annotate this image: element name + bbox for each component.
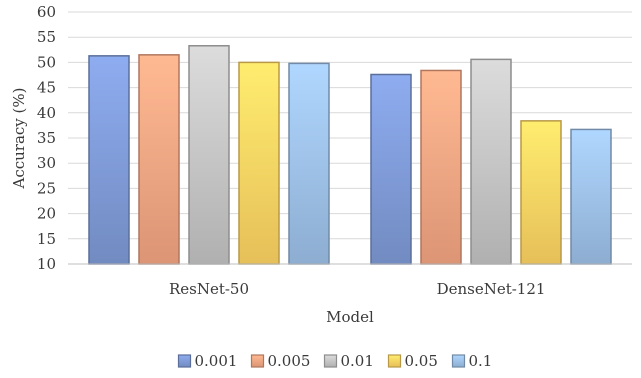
y-tick-label: 40 — [37, 104, 56, 122]
bar-densenet-121-0_001 — [370, 73, 412, 265]
bar-densenet-121-0_005 — [420, 69, 462, 265]
legend-swatch — [250, 354, 265, 368]
legend-item-0_01: 0.01 — [323, 352, 374, 370]
x-axis-ticks: ResNet-50 DenseNet-121 — [169, 280, 545, 298]
legend-label: 0.001 — [195, 352, 238, 370]
legend-item-0_001: 0.001 — [177, 352, 238, 370]
bar-resnet-50-0_005 — [138, 54, 180, 265]
y-tick-label: 60 — [37, 3, 56, 21]
x-axis-title: Model — [326, 308, 374, 326]
bar-resnet-50-0_01 — [188, 45, 230, 265]
legend-swatch — [451, 354, 466, 368]
legend-swatch — [177, 354, 192, 368]
legend-item-0_005: 0.005 — [250, 352, 311, 370]
bar-densenet-121-0_01 — [470, 58, 512, 265]
legend-item-0_1: 0.1 — [451, 352, 493, 370]
legend-label: 0.05 — [405, 352, 438, 370]
y-tick-label: 20 — [37, 205, 56, 223]
bars — [88, 45, 612, 265]
y-tick-label: 30 — [37, 154, 56, 172]
y-tick-label: 50 — [37, 53, 56, 71]
x-tick-label: DenseNet-121 — [437, 280, 546, 298]
y-tick-label: 10 — [37, 255, 56, 273]
bar-densenet-121-0_1 — [570, 128, 612, 265]
y-tick-label: 25 — [37, 179, 56, 197]
bar-resnet-50-0_001 — [88, 55, 130, 265]
legend-swatch — [387, 354, 402, 368]
legend-item-0_05: 0.05 — [387, 352, 438, 370]
bar-densenet-121-0_05 — [520, 120, 562, 265]
bar-resnet-50-0_1 — [288, 62, 330, 265]
legend-label: 0.01 — [341, 352, 374, 370]
y-tick-label: 45 — [37, 79, 56, 97]
legend-swatch — [323, 354, 338, 368]
legend-label: 0.1 — [469, 352, 493, 370]
y-axis-title: Accuracy (%) — [10, 87, 28, 189]
legend-label: 0.005 — [268, 352, 311, 370]
y-tick-label: 55 — [37, 28, 56, 46]
bar-resnet-50-0_05 — [238, 61, 280, 265]
y-axis-ticks: 10 15 20 25 30 35 40 45 50 55 60 — [37, 3, 56, 273]
legend: 0.001 0.005 0.01 0.05 0.1 — [177, 352, 493, 370]
y-tick-label: 15 — [37, 230, 56, 248]
x-tick-label: ResNet-50 — [169, 280, 249, 298]
y-tick-label: 35 — [37, 129, 56, 147]
